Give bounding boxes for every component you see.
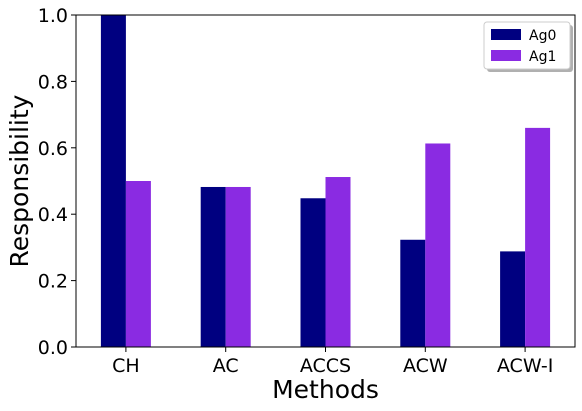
bar-ag0-acw-i xyxy=(500,251,526,347)
y-tick-label: 0.4 xyxy=(38,204,68,226)
y-tick-label: 0.2 xyxy=(38,271,68,293)
x-axis-label: Methods xyxy=(272,375,379,404)
x-tick-label: ACW xyxy=(403,355,448,377)
legend-swatch-ag1 xyxy=(491,50,521,61)
x-tick-label: AC xyxy=(213,355,239,377)
bar-ag0-accs xyxy=(300,198,326,347)
bar-ag1-acw-i xyxy=(525,127,551,347)
x-tick-label: ACCS xyxy=(300,355,351,377)
bar-ag1-accs xyxy=(325,177,351,347)
ticks-layer: CH AC ACCS ACW ACW-I 0.0 0.2 0.4 0.6 0.8 1.0 xyxy=(38,5,554,377)
bar-ag1-acw xyxy=(425,143,451,347)
y-axis-label: Responsibility xyxy=(5,94,34,267)
y-tick-label: 0.6 xyxy=(38,138,68,160)
legend-label-ag0: Ag0 xyxy=(529,28,556,44)
x-tick-label: CH xyxy=(112,355,140,377)
y-tick-label: 0.8 xyxy=(38,71,68,93)
y-tick-label: 1.0 xyxy=(38,5,68,27)
legend-label-ag1: Ag1 xyxy=(529,49,556,65)
bar-ag0-ac xyxy=(200,186,226,347)
y-tick-label: 0.0 xyxy=(38,337,68,359)
legend-swatch-ag0 xyxy=(491,29,521,40)
x-tick-label: ACW-I xyxy=(497,355,553,377)
bar-ag0-ch xyxy=(100,15,126,347)
bar-ag0-acw xyxy=(400,239,426,347)
bars-layer xyxy=(100,15,551,347)
bar-ag1-ac xyxy=(225,186,251,347)
bar-ag1-ch xyxy=(125,181,151,347)
